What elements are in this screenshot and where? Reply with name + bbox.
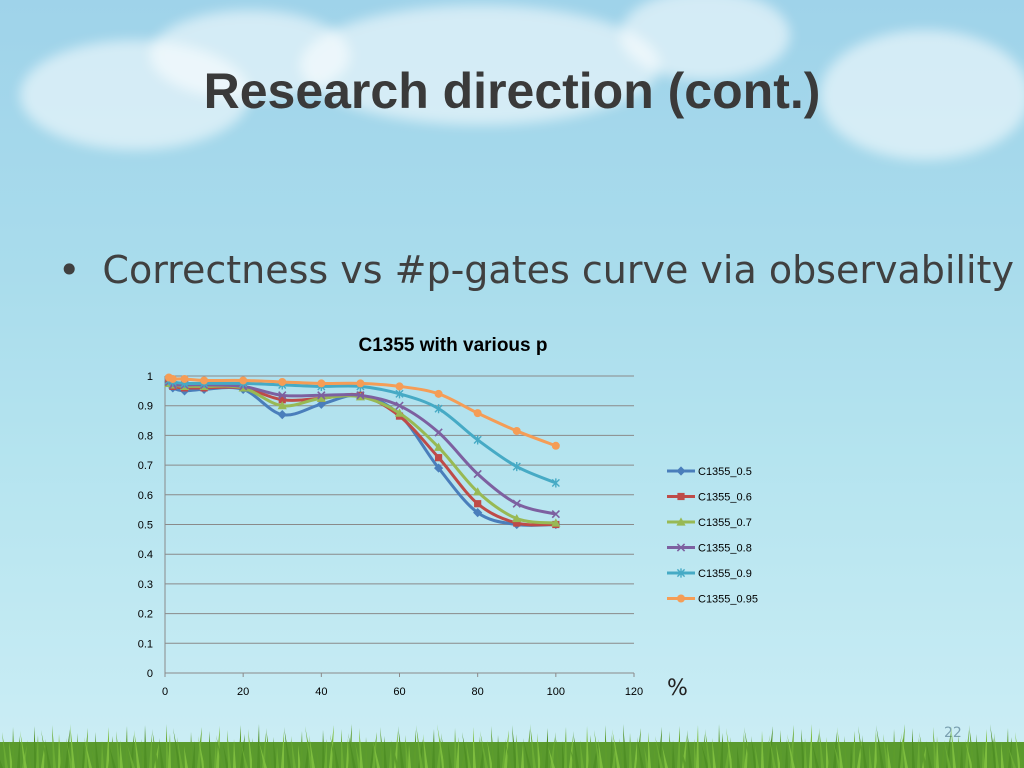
legend-item: C1355_0.5 xyxy=(667,466,752,478)
data-point xyxy=(434,389,443,398)
y-tick-labels: 0 0.1 0.2 0.3 0.4 0.5 0.6 0.7 0.8 0.9 1 xyxy=(138,371,153,680)
bullet-item: • Correctness vs #p-gates curve via obser… xyxy=(58,248,1014,292)
data-point xyxy=(512,499,521,508)
data-point xyxy=(473,508,483,518)
legend-marker xyxy=(676,543,686,552)
x-tick-label: 120 xyxy=(625,686,643,698)
legend-item: C1355_0.8 xyxy=(667,543,752,555)
data-point xyxy=(473,487,483,496)
data-point xyxy=(395,382,404,391)
y-tick-label: 0.1 xyxy=(138,638,153,650)
legend-item: C1355_0.9 xyxy=(667,568,752,580)
data-point xyxy=(394,408,405,417)
x-tick-label: 60 xyxy=(393,686,405,698)
data-point xyxy=(278,396,286,404)
data-point xyxy=(512,461,521,472)
data-point xyxy=(395,389,404,399)
data-point xyxy=(551,441,560,450)
data-point xyxy=(277,410,287,420)
data-point xyxy=(316,393,326,402)
legend-item: C1355_0.95 xyxy=(667,594,758,606)
data-point xyxy=(168,374,177,383)
data-point xyxy=(434,404,443,414)
cloud-decoration xyxy=(300,5,660,125)
legend-label: C1355_0.6 xyxy=(698,492,752,504)
slide-number: 22 xyxy=(944,725,962,741)
data-point xyxy=(278,377,287,386)
legend-label: C1355_0.7 xyxy=(698,517,752,529)
y-tick-label: 0.8 xyxy=(138,430,153,442)
data-point xyxy=(434,454,443,462)
series-C1355_0.6 xyxy=(165,379,560,529)
x-tick-label: 0 xyxy=(162,686,168,698)
grass-decoration xyxy=(0,724,1024,768)
y-tick-label: 0.3 xyxy=(138,579,153,591)
y-tick-label: 0.5 xyxy=(138,520,153,532)
y-tick-label: 0.7 xyxy=(138,460,153,472)
y-tick-label: 0.6 xyxy=(138,490,153,502)
chart-legend: C1355_0.5 C1355_0.6 C1355_0.7 C1355_0.8 C135… xyxy=(667,466,758,606)
series-line xyxy=(167,380,557,516)
slide-title: Research direction (cont.) xyxy=(203,63,821,119)
y-tick-label: 1 xyxy=(147,371,153,383)
legend-label: C1355_0.8 xyxy=(698,543,752,555)
data-point xyxy=(317,379,326,388)
legend-marker xyxy=(676,568,686,578)
legend-label: C1355_0.9 xyxy=(698,568,752,580)
legend-marker xyxy=(677,594,685,603)
data-point xyxy=(473,469,482,479)
data-point xyxy=(551,478,560,488)
data-point xyxy=(433,463,444,473)
legend-marker xyxy=(676,517,686,526)
data-point xyxy=(434,428,443,437)
data-point xyxy=(180,374,189,383)
series-C1355_0.95 xyxy=(164,373,560,450)
x-tick-label: 100 xyxy=(547,686,565,698)
data-point xyxy=(200,376,209,385)
data-point xyxy=(277,401,287,410)
data-point xyxy=(513,519,521,527)
series-C1355_0.7 xyxy=(164,378,561,527)
data-point xyxy=(433,442,444,451)
chart-series xyxy=(164,373,561,530)
data-point xyxy=(473,409,482,418)
y-tick-label: 0.2 xyxy=(138,609,153,621)
data-point xyxy=(356,391,365,400)
data-point xyxy=(474,500,482,508)
data-point xyxy=(551,518,561,527)
x-tick-label: 20 xyxy=(237,686,249,698)
y-tick-label: 0 xyxy=(147,668,153,680)
data-point xyxy=(512,513,522,523)
x-axis-unit-label: % xyxy=(667,676,688,701)
chart-title: C1355 with various p xyxy=(358,335,547,356)
bullet-dot-icon: • xyxy=(58,248,81,292)
data-point xyxy=(278,391,287,400)
line-chart: C1355 with various p 0 0.1 0.2 0.3 0.4 0.5 0.6… xyxy=(138,335,758,698)
y-tick-label: 0.9 xyxy=(138,401,153,413)
x-tick-label: 80 xyxy=(472,686,484,698)
chart-axes xyxy=(164,376,635,677)
y-tick-label: 0.4 xyxy=(138,549,153,561)
legend-marker xyxy=(676,466,686,476)
legend-label: C1355_0.5 xyxy=(698,466,752,478)
x-tick-label: 40 xyxy=(315,686,327,698)
bullet-text: Correctness vs #p-gates curve via observ… xyxy=(102,248,1014,292)
legend-item: C1355_0.7 xyxy=(667,517,752,529)
data-point xyxy=(512,426,521,435)
cloud-decoration xyxy=(820,30,1024,160)
data-point xyxy=(473,435,482,445)
data-point xyxy=(239,376,248,385)
cloud-decoration xyxy=(620,0,790,80)
data-point xyxy=(395,401,404,410)
x-tick-labels: 0 20 40 60 80 100 120 xyxy=(162,686,643,698)
data-point xyxy=(317,391,326,400)
legend-marker xyxy=(677,492,685,501)
data-point xyxy=(551,509,560,519)
data-point xyxy=(356,379,365,388)
legend-label: C1355_0.95 xyxy=(698,594,758,606)
chart-gridlines xyxy=(165,375,634,644)
legend-item: C1355_0.6 xyxy=(667,492,752,504)
